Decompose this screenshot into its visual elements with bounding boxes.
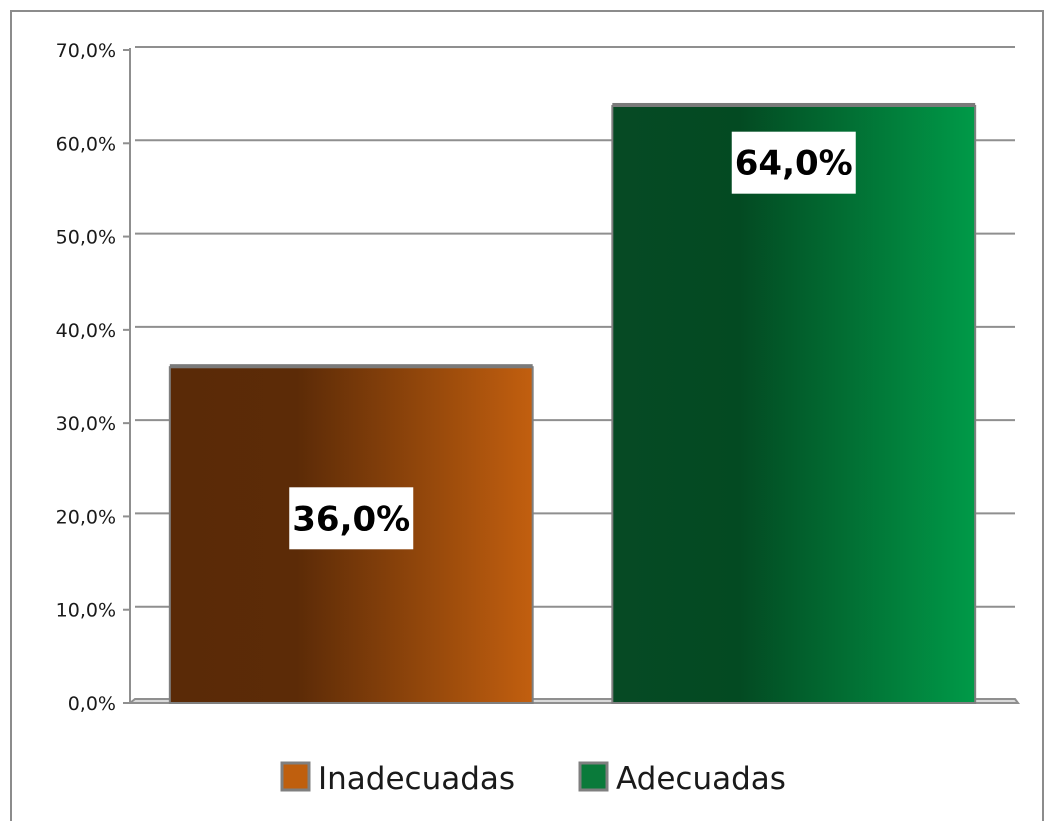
legend-label: Adecuadas [616,761,786,797]
y-tick-label: 20,0% [56,506,116,528]
data-label-box [731,131,856,194]
legend: Inadecuadas Adecuadas [280,761,786,797]
y-tick-label: 30,0% [56,413,116,435]
data-labels: 36,0% 64,0% [289,131,856,550]
data-label: 64,0% [735,144,853,184]
bar-top-edge [169,364,533,369]
bars [168,102,977,704]
y-tick-label: 60,0% [56,133,116,155]
legend-swatch [280,761,311,792]
y-tick-label: 70,0% [56,40,116,62]
y-tick-label: 40,0% [56,320,116,342]
y-tick-label: 50,0% [56,227,116,249]
bar-adecuadas [611,104,977,704]
y-tick-label: 10,0% [56,600,116,622]
data-label-box [289,487,414,550]
legend-swatch [578,761,609,792]
legend-label: Inadecuadas [318,761,515,797]
y-tick-label: 0,0% [68,693,116,715]
data-label: 36,0% [292,499,410,539]
bar-top-edge [612,102,976,107]
